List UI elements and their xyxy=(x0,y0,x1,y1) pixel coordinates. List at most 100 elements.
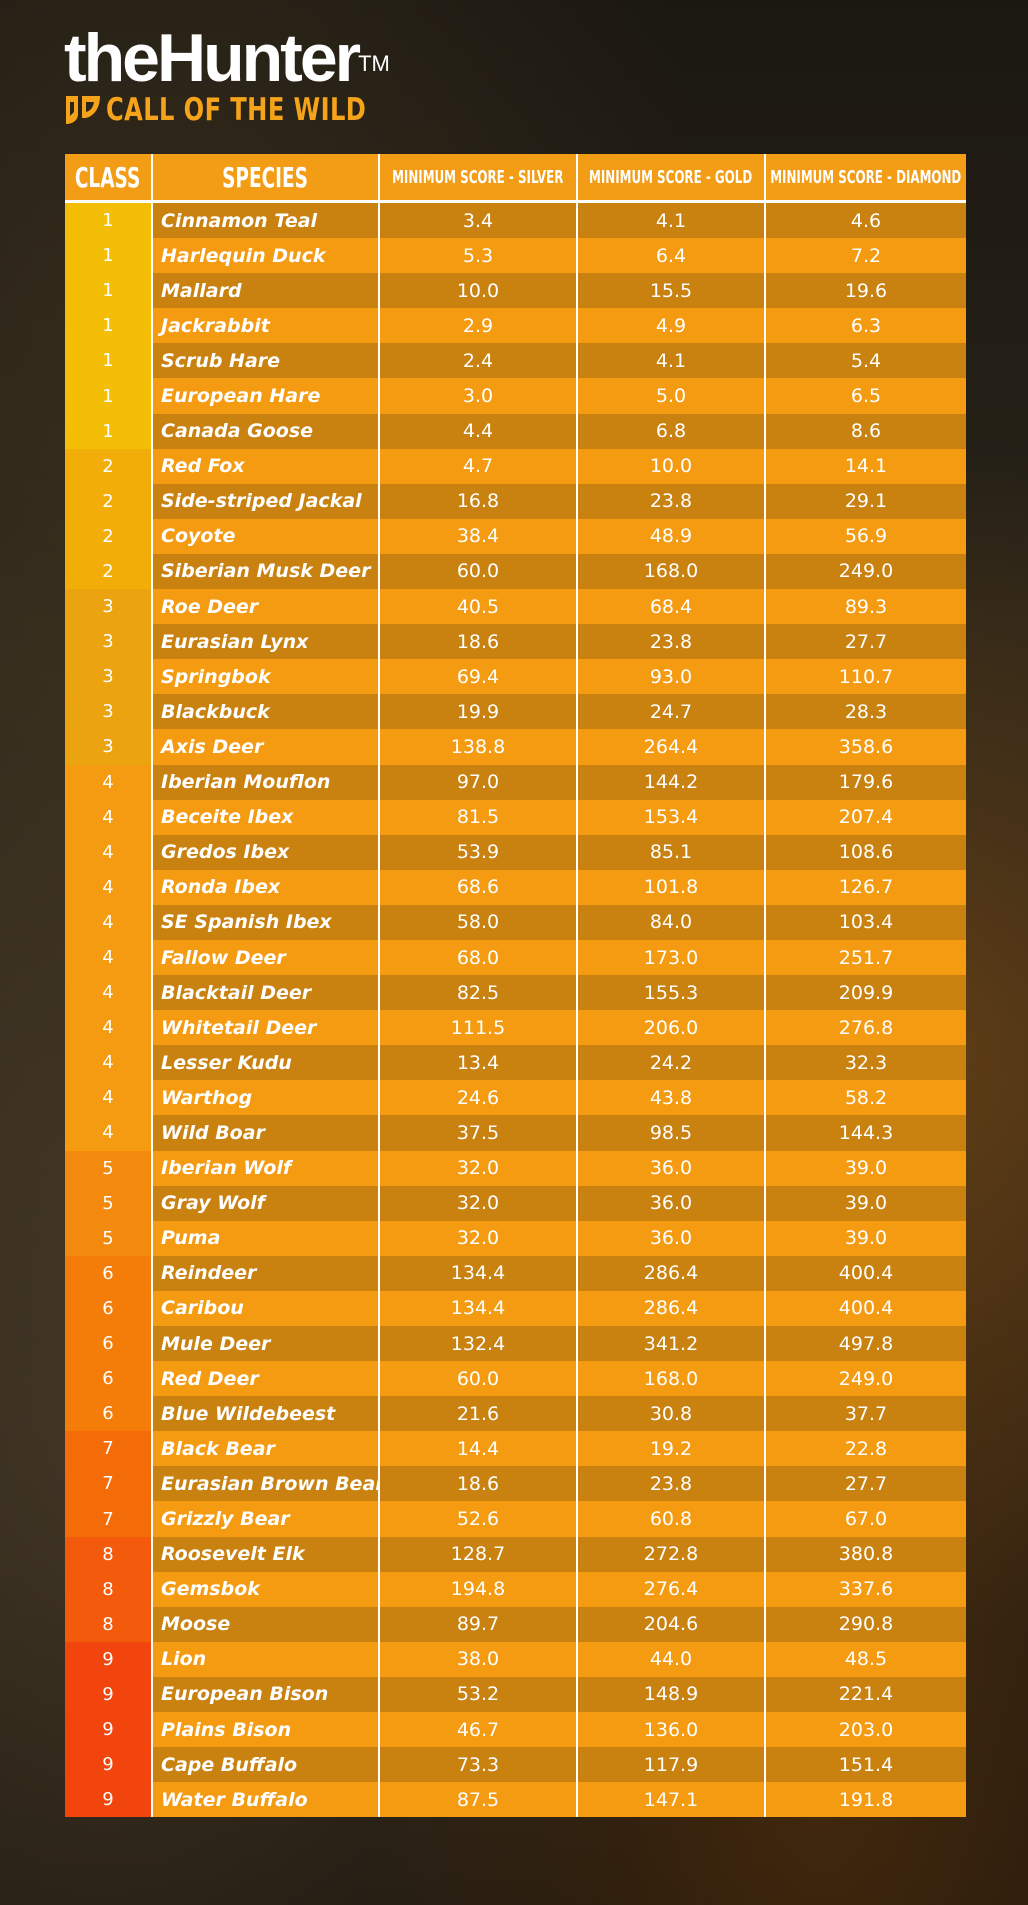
class-cell: 5 xyxy=(65,1150,153,1186)
diamond-score-cell: 203.0 xyxy=(766,1712,966,1748)
species-cell: Water Buffalo xyxy=(153,1782,380,1818)
silver-score-cell: 16.8 xyxy=(380,483,578,519)
diamond-score-cell: 400.4 xyxy=(766,1255,966,1291)
species-cell: Grizzly Bear xyxy=(153,1501,380,1537)
species-cell: Side-striped Jackal xyxy=(153,483,380,519)
species-cell: Canada Goose xyxy=(153,413,380,449)
silver-score-cell: 14.4 xyxy=(380,1431,578,1467)
table-row: 6 Caribou 134.4 286.4 400.4 xyxy=(65,1290,966,1326)
silver-score-cell: 2.4 xyxy=(380,343,578,379)
class-cell: 1 xyxy=(65,203,153,239)
table-row: 6 Reindeer 134.4 286.4 400.4 xyxy=(65,1255,966,1291)
diamond-score-cell: 251.7 xyxy=(766,939,966,976)
class-cell: 8 xyxy=(65,1606,153,1642)
class-cell: 4 xyxy=(65,764,153,800)
table-row: 4 Iberian Mouflon 97.0 144.2 179.6 xyxy=(65,764,966,800)
gold-score-cell: 206.0 xyxy=(578,1010,766,1046)
table-row: 2 Coyote 38.4 48.9 56.9 xyxy=(65,518,966,554)
class-cell: 4 xyxy=(65,939,153,976)
gold-score-cell: 24.2 xyxy=(578,1045,766,1081)
silver-score-cell: 19.9 xyxy=(380,694,578,730)
gold-score-cell: 85.1 xyxy=(578,834,766,870)
table-row: 1 Scrub Hare 2.4 4.1 5.4 xyxy=(65,343,966,379)
gold-score-cell: 98.5 xyxy=(578,1115,766,1151)
silver-score-cell: 69.4 xyxy=(380,659,578,695)
species-cell: Moose xyxy=(153,1606,380,1642)
silver-score-cell: 37.5 xyxy=(380,1115,578,1151)
gold-score-cell: 286.4 xyxy=(578,1255,766,1291)
species-cell: Red Fox xyxy=(153,448,380,484)
gold-score-cell: 23.8 xyxy=(578,1466,766,1502)
class-cell: 2 xyxy=(65,483,153,519)
table-row: 4 Blacktail Deer 82.5 155.3 209.9 xyxy=(65,975,966,1011)
diamond-score-cell: 497.8 xyxy=(766,1326,966,1362)
species-cell: Roe Deer xyxy=(153,589,380,625)
table-row: 1 Jackrabbit 2.9 4.9 6.3 xyxy=(65,308,966,344)
diamond-score-cell: 6.3 xyxy=(766,308,966,344)
species-cell: Lion xyxy=(153,1641,380,1677)
class-cell: 9 xyxy=(65,1782,153,1818)
table-row: 1 Mallard 10.0 15.5 19.6 xyxy=(65,273,966,309)
table-row: 9 Plains Bison 46.7 136.0 203.0 xyxy=(65,1712,966,1748)
gold-score-cell: 84.0 xyxy=(578,904,766,940)
class-cell: 1 xyxy=(65,273,153,309)
table-row: 5 Iberian Wolf 32.0 36.0 39.0 xyxy=(65,1150,966,1186)
silver-score-cell: 4.4 xyxy=(380,413,578,449)
table-row: 1 Cinnamon Teal 3.4 4.1 4.6 xyxy=(65,203,966,239)
gold-score-cell: 153.4 xyxy=(578,799,766,835)
silver-score-cell: 32.0 xyxy=(380,1185,578,1221)
diamond-score-cell: 400.4 xyxy=(766,1290,966,1326)
trophy-score-table: CLASS SPECIES MINIMUM SCORE - SILVER MIN… xyxy=(65,154,966,1818)
table-row: 4 Ronda Ibex 68.6 101.8 126.7 xyxy=(65,869,966,905)
table-row: 3 Eurasian Lynx 18.6 23.8 27.7 xyxy=(65,624,966,660)
diamond-score-cell: 179.6 xyxy=(766,764,966,800)
table-row: 1 European Hare 3.0 5.0 6.5 xyxy=(65,378,966,414)
silver-score-cell: 73.3 xyxy=(380,1747,578,1783)
table-row: 6 Red Deer 60.0 168.0 249.0 xyxy=(65,1361,966,1397)
gold-score-cell: 117.9 xyxy=(578,1747,766,1783)
class-cell: 4 xyxy=(65,904,153,940)
silver-score-cell: 18.6 xyxy=(380,1466,578,1502)
diamond-score-cell: 4.6 xyxy=(766,203,966,239)
diamond-score-cell: 151.4 xyxy=(766,1747,966,1783)
silver-score-cell: 18.6 xyxy=(380,624,578,660)
gold-score-cell: 276.4 xyxy=(578,1571,766,1607)
diamond-score-cell: 126.7 xyxy=(766,869,966,905)
table-row: 6 Mule Deer 132.4 341.2 497.8 xyxy=(65,1326,966,1362)
class-cell: 4 xyxy=(65,1045,153,1081)
silver-score-cell: 3.4 xyxy=(380,203,578,239)
table-row: 3 Roe Deer 40.5 68.4 89.3 xyxy=(65,589,966,625)
diamond-score-cell: 56.9 xyxy=(766,518,966,554)
diamond-score-cell: 28.3 xyxy=(766,694,966,730)
silver-score-cell: 68.6 xyxy=(380,869,578,905)
gold-score-cell: 168.0 xyxy=(578,553,766,590)
species-cell: Mallard xyxy=(153,273,380,309)
diamond-score-cell: 380.8 xyxy=(766,1536,966,1572)
diamond-score-cell: 8.6 xyxy=(766,413,966,449)
table-row: 8 Gemsbok 194.8 276.4 337.6 xyxy=(65,1571,966,1607)
gold-score-cell: 10.0 xyxy=(578,448,766,484)
diamond-score-cell: 290.8 xyxy=(766,1606,966,1642)
class-cell: 1 xyxy=(65,343,153,379)
silver-score-cell: 53.9 xyxy=(380,834,578,870)
species-cell: Black Bear xyxy=(153,1431,380,1467)
table-row: 4 Fallow Deer 68.0 173.0 251.7 xyxy=(65,939,966,976)
class-cell: 4 xyxy=(65,869,153,905)
diamond-score-cell: 191.8 xyxy=(766,1782,966,1818)
silver-score-cell: 138.8 xyxy=(380,729,578,765)
table-row: 8 Roosevelt Elk 128.7 272.8 380.8 xyxy=(65,1536,966,1572)
class-cell: 7 xyxy=(65,1431,153,1467)
species-cell: Harlequin Duck xyxy=(153,238,380,274)
gold-score-cell: 68.4 xyxy=(578,589,766,625)
species-cell: Lesser Kudu xyxy=(153,1045,380,1081)
gold-score-cell: 286.4 xyxy=(578,1290,766,1326)
table-row: 4 Warthog 24.6 43.8 58.2 xyxy=(65,1080,966,1116)
silver-score-cell: 60.0 xyxy=(380,553,578,590)
species-cell: Eurasian Lynx xyxy=(153,624,380,660)
table-row: 7 Eurasian Brown Bear 18.6 23.8 27.7 xyxy=(65,1466,966,1502)
species-cell: Springbok xyxy=(153,659,380,695)
gold-score-cell: 93.0 xyxy=(578,659,766,695)
gold-score-cell: 6.4 xyxy=(578,238,766,274)
gold-score-cell: 36.0 xyxy=(578,1185,766,1221)
diamond-score-cell: 209.9 xyxy=(766,975,966,1011)
